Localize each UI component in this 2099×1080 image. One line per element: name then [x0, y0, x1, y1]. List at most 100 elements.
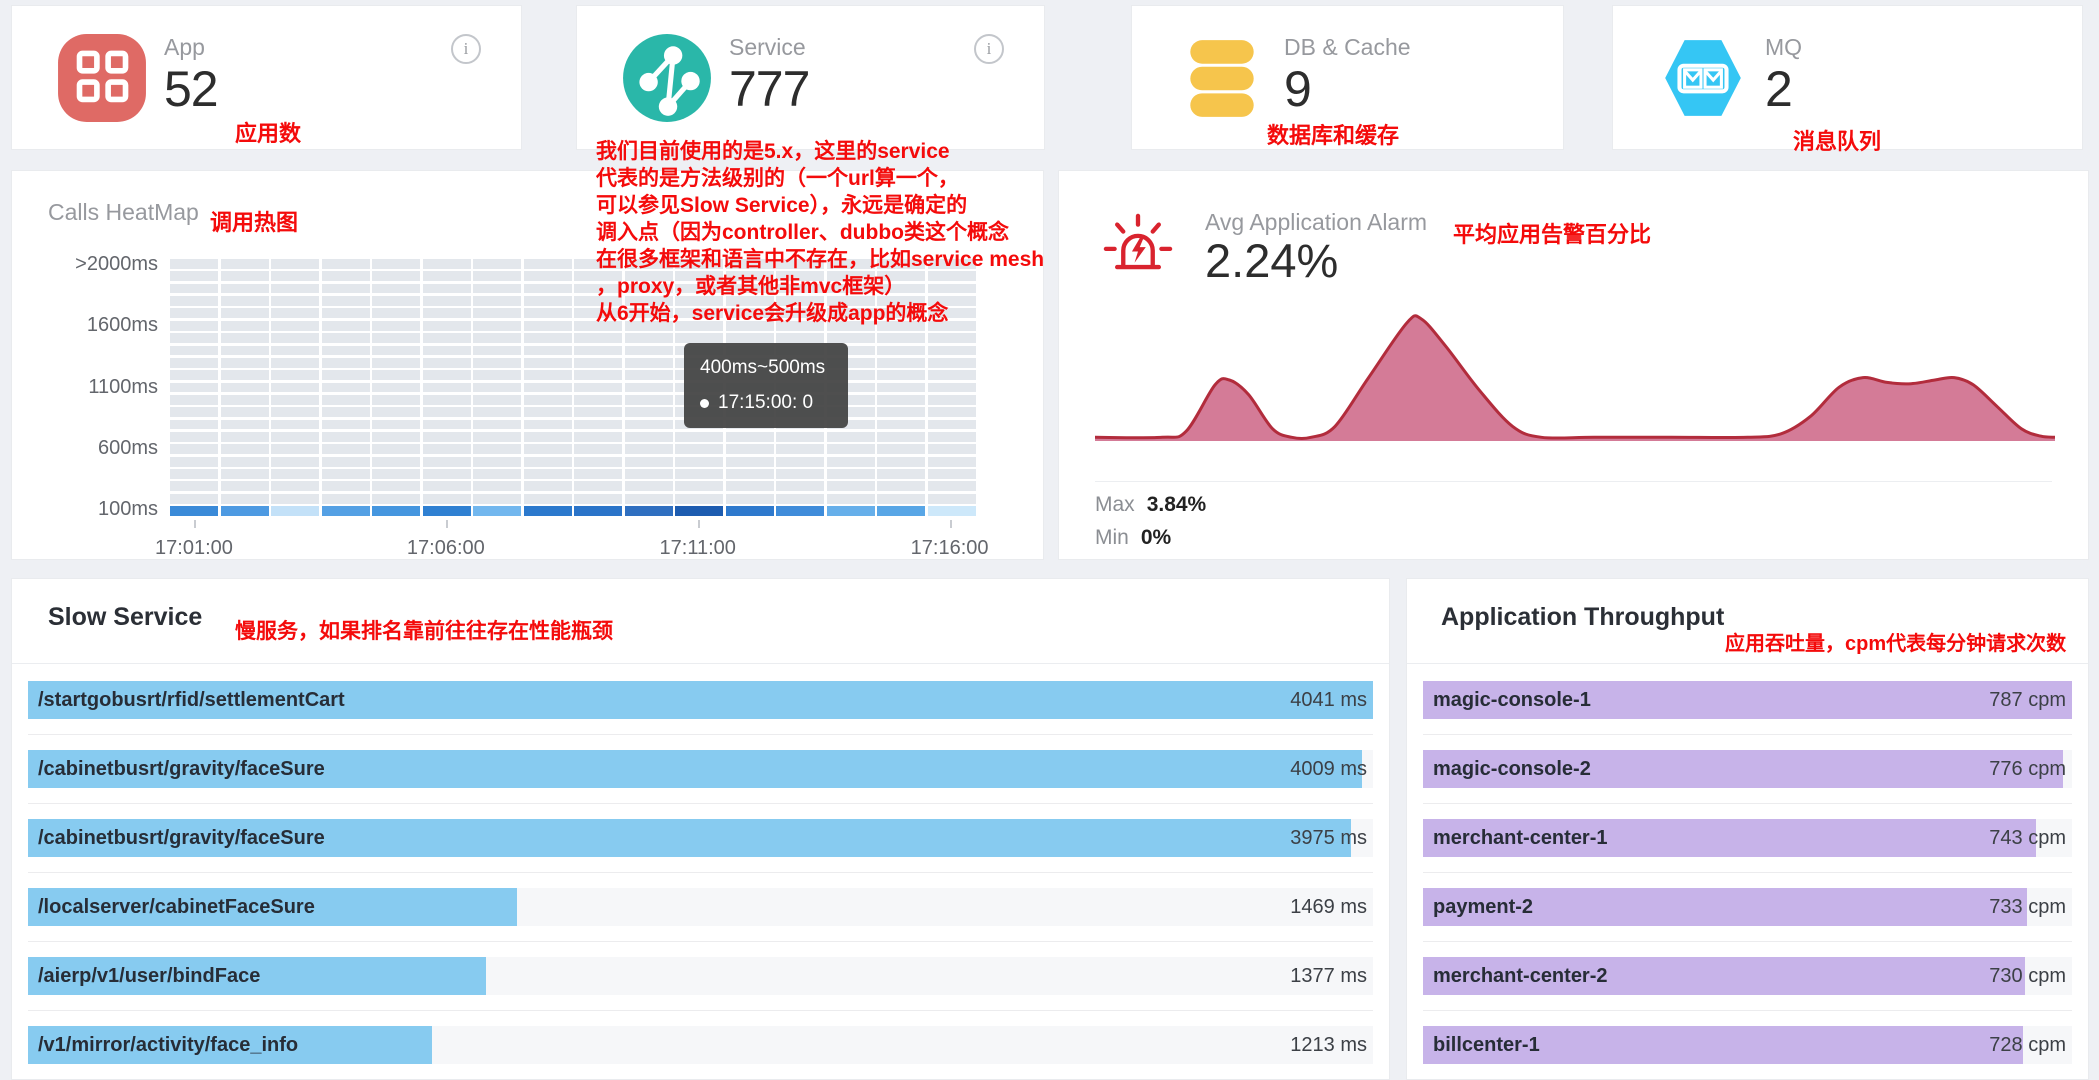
- heatmap-cell[interactable]: [473, 308, 522, 319]
- heatmap-cell[interactable]: [473, 283, 522, 294]
- heatmap-cell[interactable]: [321, 432, 370, 442]
- heatmap-cell[interactable]: [574, 493, 623, 504]
- heatmap-cell[interactable]: [372, 481, 421, 492]
- heatmap-cell[interactable]: [220, 333, 269, 343]
- heatmap-cell[interactable]: [877, 469, 926, 479]
- heatmap-cell[interactable]: [321, 333, 370, 343]
- heatmap-grid[interactable]: [170, 259, 976, 516]
- heatmap-cell[interactable]: [877, 493, 926, 504]
- heatmap-cell[interactable]: [372, 493, 421, 504]
- heatmap-cell[interactable]: [776, 259, 825, 269]
- heatmap-cell[interactable]: [776, 308, 825, 319]
- heatmap-cell[interactable]: [523, 407, 572, 418]
- heatmap-cell[interactable]: [271, 308, 320, 319]
- heatmap-cell[interactable]: [675, 333, 724, 343]
- heatmap-cell[interactable]: [473, 432, 522, 442]
- heatmap-cell[interactable]: [523, 382, 572, 393]
- heatmap-cell[interactable]: [877, 333, 926, 343]
- heatmap-cell[interactable]: [473, 407, 522, 418]
- heatmap-cell[interactable]: [624, 283, 673, 294]
- heatmap-cell[interactable]: [523, 271, 572, 282]
- heatmap-cell[interactable]: [675, 308, 724, 319]
- heatmap-cell[interactable]: [372, 432, 421, 442]
- heatmap-cell[interactable]: [321, 271, 370, 282]
- heatmap-cell[interactable]: [170, 407, 219, 418]
- heatmap-cell[interactable]: [422, 432, 471, 442]
- heatmap-cell[interactable]: [574, 444, 623, 455]
- heatmap-cell[interactable]: [170, 432, 219, 442]
- heatmap-cell[interactable]: [776, 493, 825, 504]
- heatmap-cell[interactable]: [372, 506, 421, 516]
- heatmap-cell[interactable]: [927, 481, 976, 492]
- heatmap-cell[interactable]: [271, 407, 320, 418]
- heatmap-cell[interactable]: [826, 271, 875, 282]
- heatmap-cell[interactable]: [877, 394, 926, 405]
- heatmap-cell[interactable]: [523, 394, 572, 405]
- heatmap-cell[interactable]: [271, 370, 320, 380]
- heatmap-cell[interactable]: [725, 469, 774, 479]
- heatmap-cell[interactable]: [422, 370, 471, 380]
- heatmap-cell[interactable]: [422, 345, 471, 356]
- heatmap-cell[interactable]: [624, 469, 673, 479]
- heatmap-cell[interactable]: [422, 469, 471, 479]
- heatmap-cell[interactable]: [523, 308, 572, 319]
- heatmap-cell[interactable]: [624, 407, 673, 418]
- heatmap-cell[interactable]: [725, 506, 774, 516]
- heatmap-cell[interactable]: [624, 419, 673, 430]
- heatmap-cell[interactable]: [220, 308, 269, 319]
- heatmap-cell[interactable]: [574, 333, 623, 343]
- heatmap-cell[interactable]: [271, 419, 320, 430]
- heatmap-cell[interactable]: [927, 456, 976, 467]
- heatmap-cell[interactable]: [271, 382, 320, 393]
- heatmap-cell[interactable]: [422, 259, 471, 269]
- heatmap-cell[interactable]: [826, 382, 875, 393]
- heatmap-cell[interactable]: [927, 357, 976, 368]
- heatmap-cell[interactable]: [624, 370, 673, 380]
- heatmap-cell[interactable]: [523, 456, 572, 467]
- heatmap-cell[interactable]: [271, 259, 320, 269]
- heatmap-cell[interactable]: [624, 308, 673, 319]
- heatmap-cell[interactable]: [624, 432, 673, 442]
- heatmap-cell[interactable]: [725, 296, 774, 306]
- heatmap-cell[interactable]: [372, 370, 421, 380]
- heatmap-cell[interactable]: [321, 283, 370, 294]
- heatmap-cell[interactable]: [473, 444, 522, 455]
- heatmap-cell[interactable]: [826, 333, 875, 343]
- heatmap-cell[interactable]: [321, 382, 370, 393]
- heatmap-cell[interactable]: [372, 394, 421, 405]
- heatmap-cell[interactable]: [574, 407, 623, 418]
- heatmap-cell[interactable]: [422, 308, 471, 319]
- heatmap-cell[interactable]: [170, 481, 219, 492]
- heatmap-cell[interactable]: [271, 432, 320, 442]
- heatmap-cell[interactable]: [877, 382, 926, 393]
- heatmap-cell[interactable]: [826, 481, 875, 492]
- heatmap-cell[interactable]: [574, 382, 623, 393]
- heatmap-cell[interactable]: [372, 419, 421, 430]
- heatmap-cell[interactable]: [826, 357, 875, 368]
- heatmap-cell[interactable]: [220, 444, 269, 455]
- heatmap-cell[interactable]: [271, 493, 320, 504]
- heatmap-cell[interactable]: [170, 419, 219, 430]
- heatmap-cell[interactable]: [927, 394, 976, 405]
- heatmap-cell[interactable]: [170, 456, 219, 467]
- info-icon[interactable]: i: [451, 34, 481, 64]
- heatmap-cell[interactable]: [473, 469, 522, 479]
- heatmap-cell[interactable]: [220, 296, 269, 306]
- heatmap-cell[interactable]: [574, 271, 623, 282]
- heatmap-cell[interactable]: [877, 296, 926, 306]
- heatmap-cell[interactable]: [826, 283, 875, 294]
- heatmap-cell[interactable]: [220, 259, 269, 269]
- heatmap-cell[interactable]: [220, 320, 269, 331]
- heatmap-cell[interactable]: [220, 345, 269, 356]
- heatmap-cell[interactable]: [372, 469, 421, 479]
- heatmap-cell[interactable]: [725, 493, 774, 504]
- heatmap-cell[interactable]: [422, 444, 471, 455]
- heatmap-cell[interactable]: [523, 444, 572, 455]
- heatmap-cell[interactable]: [473, 357, 522, 368]
- heatmap-cell[interactable]: [473, 345, 522, 356]
- heatmap-cell[interactable]: [675, 481, 724, 492]
- heatmap-cell[interactable]: [776, 481, 825, 492]
- heatmap-cell[interactable]: [826, 370, 875, 380]
- heatmap-cell[interactable]: [927, 320, 976, 331]
- heatmap-cell[interactable]: [170, 308, 219, 319]
